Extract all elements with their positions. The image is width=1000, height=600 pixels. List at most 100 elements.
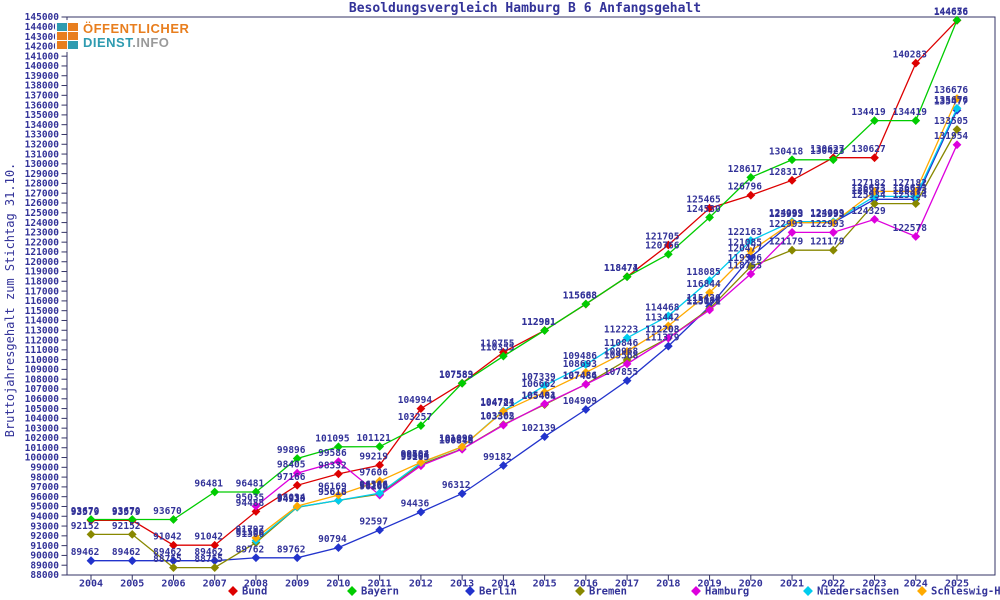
- legend-label-Bremen: Bremen: [589, 586, 627, 598]
- data-point-Niedersachsen: [375, 488, 385, 498]
- point-label-Bremen: 92152: [71, 521, 100, 532]
- y-tick-label: 120000: [25, 257, 60, 268]
- data-point-Bund: [292, 480, 302, 490]
- y-axis-title: Bruttojahresgehalt zum Stichtag 31.10.: [3, 163, 17, 438]
- logo: ÖFFENTLICHER DIENST.INFO: [55, 20, 194, 52]
- point-label-Berlin: 92597: [359, 516, 388, 527]
- data-point-Bayern: [334, 442, 343, 452]
- y-tick-label: 102000: [25, 433, 60, 444]
- legend-marker-Berlin: [465, 586, 475, 596]
- point-label-Berlin: 94436: [401, 498, 430, 509]
- y-tick-label: 107000: [25, 384, 60, 395]
- y-tick-label: 144000: [25, 22, 60, 33]
- point-label-Niedersachsen: 99463: [401, 449, 430, 460]
- x-tick-label: 2004: [79, 579, 103, 590]
- data-point-Hamburg: [334, 457, 343, 466]
- data-point-Hamburg: [911, 232, 921, 241]
- point-label-Bremen: 121179: [810, 237, 845, 248]
- point-label-Bayern: 101121: [357, 433, 392, 444]
- data-point-Bayern: [292, 454, 302, 463]
- point-label-Hamburg: 122993: [769, 219, 804, 230]
- point-label-Bayern: 93670: [71, 506, 100, 517]
- point-label-Niedersachsen: 112223: [604, 324, 639, 335]
- point-label-Bund: 91042: [153, 532, 182, 543]
- point-label-Bremen: 119506: [728, 253, 763, 264]
- legend-marker-Bremen: [575, 586, 585, 596]
- y-tick-label: 90000: [30, 551, 59, 562]
- point-label-Niedersachsen: 109486: [563, 351, 598, 362]
- x-tick-label: 2013: [450, 579, 474, 590]
- y-tick-label: 136000: [25, 100, 60, 111]
- point-label-Bayern: 124530: [686, 204, 721, 215]
- x-tick-label: 2009: [285, 579, 309, 590]
- point-label-Berlin: 96312: [442, 480, 471, 491]
- x-tick-label: 2025: [945, 579, 969, 590]
- point-label-Bayern: 93670: [153, 506, 182, 517]
- y-tick-label: 96000: [30, 492, 59, 503]
- data-point-Hamburg: [292, 468, 302, 478]
- data-point-Niedersachsen: [911, 192, 921, 201]
- data-point-Berlin: [375, 525, 385, 535]
- y-tick-label: 129000: [25, 169, 60, 180]
- y-tick-label: 88000: [30, 570, 59, 581]
- point-label-Niedersachsen: 122163: [728, 227, 763, 238]
- data-point-Bund: [870, 153, 879, 163]
- data-point-Bremen: [870, 199, 879, 209]
- legend-marker-Niedersachsen: [803, 586, 813, 596]
- point-label-Berlin: 123993: [810, 209, 845, 220]
- x-tick-label: 2017: [615, 579, 639, 590]
- data-point-Bremen: [169, 563, 178, 572]
- point-label-Berlin: 126373: [893, 186, 928, 197]
- point-label-Hamburg: 99163: [401, 452, 430, 463]
- y-tick-label: 124000: [25, 218, 60, 229]
- chart-title: Besoldungsvergleich Hamburg B 6 Anfangsg…: [349, 1, 701, 16]
- y-tick-label: 121000: [25, 247, 60, 258]
- y-tick-label: 91000: [30, 541, 59, 552]
- point-label-Schleswig-Holstein: 106662: [521, 379, 555, 390]
- x-tick-label: 2008: [244, 579, 268, 590]
- point-label-Hamburg: 122578: [893, 223, 928, 234]
- point-label-Bayern: 96481: [236, 478, 265, 489]
- data-point-Berlin: [746, 252, 756, 262]
- point-label-Berlin: 123993: [769, 209, 804, 220]
- point-label-Bremen: 99304: [401, 451, 430, 462]
- data-point-Hamburg: [952, 140, 962, 150]
- point-label-Berlin: 111379: [645, 333, 680, 344]
- series-line-Bayern: [91, 19, 958, 521]
- point-label-Schleswig-Holstein: 123993: [810, 209, 845, 220]
- point-label-Schleswig-Holstein: 104721: [480, 398, 515, 409]
- point-label-Berlin: 89462: [112, 547, 141, 558]
- data-point-Berlin: [334, 543, 343, 553]
- y-tick-label: 109000: [25, 365, 60, 376]
- y-tick-label: 131000: [25, 149, 60, 160]
- point-label-Bremen: 103362: [480, 411, 514, 422]
- x-tick-label: 2015: [533, 579, 557, 590]
- x-tick-label: 2016: [574, 579, 598, 590]
- data-point-Bund: [334, 469, 343, 479]
- x-tick-label: 2023: [862, 579, 886, 590]
- point-label-Berlin: 104909: [563, 396, 598, 407]
- point-label-Bremen: 96266: [359, 481, 388, 492]
- point-label-Bremen: 94920: [277, 494, 306, 505]
- y-tick-label: 97000: [30, 482, 59, 493]
- y-tick-label: 137000: [25, 91, 60, 102]
- point-label-Bremen: 125934: [893, 190, 928, 201]
- y-tick-label: 106000: [25, 394, 60, 405]
- y-tick-label: 100000: [25, 453, 60, 464]
- point-label-Niedersachsen: 91506: [236, 527, 265, 538]
- y-tick-label: 133000: [25, 130, 60, 141]
- point-label-Bayern: 120766: [645, 241, 680, 252]
- point-label-Berlin: 89462: [153, 547, 182, 558]
- point-label-Schleswig-Holstein: 91797: [236, 524, 265, 535]
- y-tick-label: 138000: [25, 81, 60, 92]
- point-label-Bayern: 93670: [112, 506, 141, 517]
- y-tick-label: 104000: [25, 414, 60, 425]
- data-point-Bayern: [498, 351, 508, 361]
- point-label-Hamburg: 100846: [439, 436, 474, 447]
- point-label-Bayern: 144676: [934, 7, 969, 18]
- data-point-Schleswig-Holstein: [334, 490, 343, 500]
- point-label-Bayern: 112981: [521, 317, 556, 328]
- point-label-Bremen: 107486: [563, 371, 598, 382]
- point-label-Bund: 112991: [521, 317, 556, 328]
